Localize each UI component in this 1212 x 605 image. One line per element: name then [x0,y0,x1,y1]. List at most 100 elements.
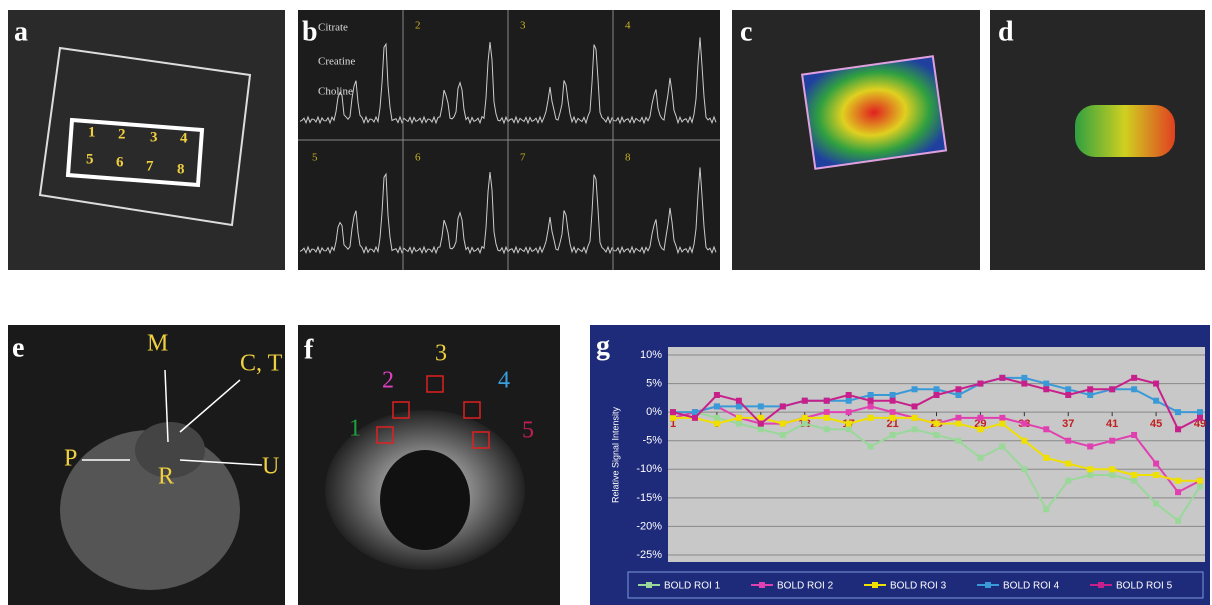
annotation: 2 [415,20,421,32]
point [1175,489,1181,495]
annotation: 1 [88,124,96,140]
point [846,409,852,415]
annotation: 6 [116,154,124,170]
point [1043,381,1049,387]
point [1131,432,1137,438]
point [824,409,830,415]
heatmap [802,56,946,168]
annotation: 7 [146,158,154,174]
annotation: R [158,464,174,490]
y-tick-label: 5% [646,377,662,389]
point [1153,381,1159,387]
x-tick-label: 41 [1106,418,1118,430]
point [977,455,983,461]
point [934,392,940,398]
point [890,398,896,404]
y-tick-label: -15% [636,492,662,504]
point [1109,386,1115,392]
legend-marker [985,582,991,588]
point [780,421,786,427]
point [1065,438,1071,444]
point [1109,466,1115,472]
point [824,426,830,432]
point [846,426,852,432]
point [868,392,874,398]
point [1043,506,1049,512]
annotation: 4 [180,130,188,146]
point [1197,409,1203,415]
point [1065,386,1071,392]
point [1065,392,1071,398]
point [736,421,742,427]
point [670,415,676,421]
point [736,415,742,421]
point [934,421,940,427]
annotation: 4 [498,368,510,394]
point [802,421,808,427]
annotation: 5 [522,418,534,444]
point [1021,381,1027,387]
point [824,415,830,421]
annotation: 2 [118,126,126,142]
figure: abcdefg12345678CitrateCreatineCholine234… [0,0,1212,605]
point [1087,472,1093,478]
point [999,443,1005,449]
point [1175,426,1181,432]
annotation: 3 [150,129,158,145]
point [955,438,961,444]
heatmap [1075,105,1175,157]
point [955,421,961,427]
annotation: 8 [177,161,185,177]
point [714,403,720,409]
panel-label: d [998,16,1014,47]
annotation: 8 [625,152,631,164]
x-tick-label: 45 [1150,418,1162,430]
point [758,403,764,409]
legend-label: BOLD ROI 5 [1116,581,1173,592]
point [868,443,874,449]
annotation: Citrate [318,22,348,34]
y-tick-label: -10% [636,463,662,475]
point [1175,409,1181,415]
panel-label: g [596,330,610,361]
point [1043,426,1049,432]
point [1197,415,1203,421]
point [692,415,698,421]
point [1087,466,1093,472]
point [977,381,983,387]
point [758,426,764,432]
point [999,421,1005,427]
panel-label: c [740,16,752,47]
y-axis-label: Relative Signal Intensity [610,406,620,503]
point [1131,472,1137,478]
point [1153,472,1159,478]
y-tick-label: -25% [636,549,662,561]
annotation: 1 [349,416,361,442]
annotation: 5 [312,152,318,164]
legend-label: BOLD ROI 1 [664,581,721,592]
point [1131,375,1137,381]
annotation: P [64,446,77,472]
legend-marker [759,582,765,588]
point [890,432,896,438]
point [758,421,764,427]
annotation: 3 [520,20,526,32]
point [1153,398,1159,404]
point [1065,461,1071,467]
point [890,392,896,398]
point [714,415,720,421]
point [1021,421,1027,427]
point [780,403,786,409]
point [802,415,808,421]
point [846,421,852,427]
point [714,392,720,398]
point [912,415,918,421]
annotation: Choline [318,86,353,98]
point [1021,466,1027,472]
annotation: 7 [520,152,526,164]
anatomy [380,450,470,550]
point [977,426,983,432]
point [912,386,918,392]
point [934,432,940,438]
y-tick-label: 0% [646,406,662,418]
